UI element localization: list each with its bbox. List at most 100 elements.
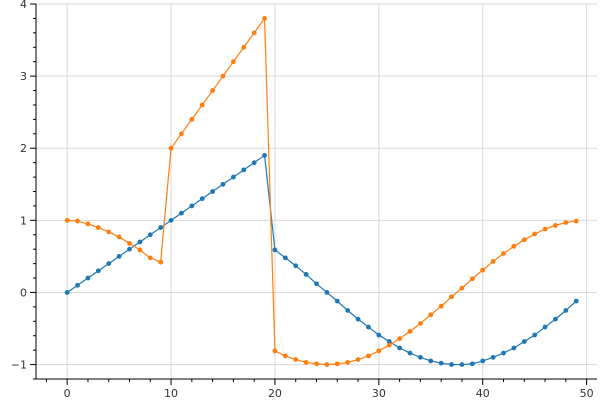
series-2-point	[334, 361, 340, 367]
series-2-point	[293, 357, 299, 362]
series-1-point	[75, 282, 80, 288]
series-2-point	[469, 276, 475, 282]
x-tick-label: 20	[268, 387, 282, 400]
series-1-point	[334, 298, 340, 304]
series-2-point	[95, 225, 101, 230]
series-2-line	[67, 17, 577, 366]
series-2-point	[417, 321, 423, 326]
series-1-point	[376, 332, 382, 338]
series-2-point	[407, 329, 413, 334]
series-2-point	[490, 259, 496, 264]
series-2-point	[511, 243, 517, 249]
series-1-point	[553, 316, 558, 322]
series-1-point	[262, 153, 267, 158]
series-1-point	[532, 332, 538, 338]
series-2-point	[459, 285, 465, 291]
series-1-point	[293, 263, 299, 269]
series-1-point	[417, 354, 423, 360]
series-1-point	[179, 210, 184, 216]
series-1-point	[345, 308, 351, 313]
series-1-point	[168, 217, 174, 223]
series-1-point	[438, 360, 444, 366]
series-1-point	[199, 196, 205, 202]
series-1-point	[397, 345, 403, 351]
series-2-point	[303, 360, 309, 365]
series-2-point	[220, 73, 226, 79]
series-2-point	[573, 218, 579, 224]
series-1-point	[127, 246, 132, 252]
series-2-point	[75, 218, 80, 224]
series-2-point	[532, 231, 538, 237]
series-2-point	[179, 131, 184, 137]
series-2-point	[230, 59, 236, 65]
series-1-point	[563, 308, 569, 313]
series-1-point	[501, 350, 506, 356]
x-tick-label: 40	[476, 387, 490, 400]
series-1-point	[251, 160, 257, 166]
series-2-point	[521, 237, 527, 243]
series-2-point	[241, 44, 247, 50]
series-1-point	[355, 316, 361, 322]
series-2-point	[501, 251, 506, 256]
series-1-point	[106, 261, 112, 267]
series-1-point	[386, 339, 392, 344]
series-2-point	[314, 361, 319, 367]
series-1-point	[241, 167, 247, 173]
series-1-point	[282, 255, 288, 261]
series-2-point	[158, 259, 164, 265]
series-2-point	[324, 362, 330, 367]
series-1-point	[137, 239, 143, 245]
series-2-point	[64, 217, 70, 223]
series-2-point	[345, 360, 351, 365]
series-2-point	[449, 294, 454, 300]
series-1-point	[314, 281, 319, 287]
y-tick-label: 2	[20, 142, 27, 155]
series-2-point	[386, 342, 392, 348]
series-1-point	[490, 354, 496, 360]
series-2-point	[438, 303, 444, 309]
series-2-point	[147, 255, 153, 261]
series-1-point	[521, 339, 527, 344]
series-1-line	[66, 154, 577, 366]
series-2-point	[262, 16, 267, 21]
series-1-point	[407, 350, 413, 356]
y-tick-label: 4	[20, 0, 27, 11]
series-2-point	[282, 353, 288, 359]
series-2-point	[553, 222, 558, 228]
series-1-point	[303, 272, 309, 277]
series-1-point	[85, 275, 91, 281]
series-1-point	[480, 358, 486, 364]
series-2-point	[106, 229, 112, 235]
series-2-point	[376, 348, 382, 354]
series-1-point	[469, 361, 475, 367]
series-2-point	[251, 30, 257, 36]
series-2-point	[428, 312, 434, 318]
series-1-point	[220, 181, 226, 187]
series-1-point	[147, 232, 153, 238]
series-1-point	[459, 362, 465, 367]
series-1-point	[511, 345, 517, 351]
series-1-point	[324, 290, 330, 295]
series-1-point	[428, 358, 434, 364]
y-tick-label: 1	[20, 214, 27, 227]
y-tick-label: −1	[11, 359, 27, 372]
series-2-point	[189, 116, 195, 122]
series-2-point	[137, 247, 143, 253]
series-2-point	[480, 267, 486, 273]
series-1-point	[573, 298, 579, 304]
series-2-point	[563, 220, 569, 225]
series-2-point	[366, 353, 371, 359]
x-tick-label: 0	[64, 387, 71, 400]
grid-layer	[36, 3, 597, 379]
series-1-point	[116, 254, 122, 259]
series-2-point	[85, 221, 91, 227]
x-tick-label: 30	[372, 387, 386, 400]
series-1-point	[449, 362, 454, 367]
y-tick-label: 3	[20, 70, 27, 83]
series-layer	[64, 16, 579, 367]
series-2-point	[127, 241, 132, 246]
x-tick-label: 10	[164, 387, 178, 400]
series-2-point	[199, 102, 205, 108]
